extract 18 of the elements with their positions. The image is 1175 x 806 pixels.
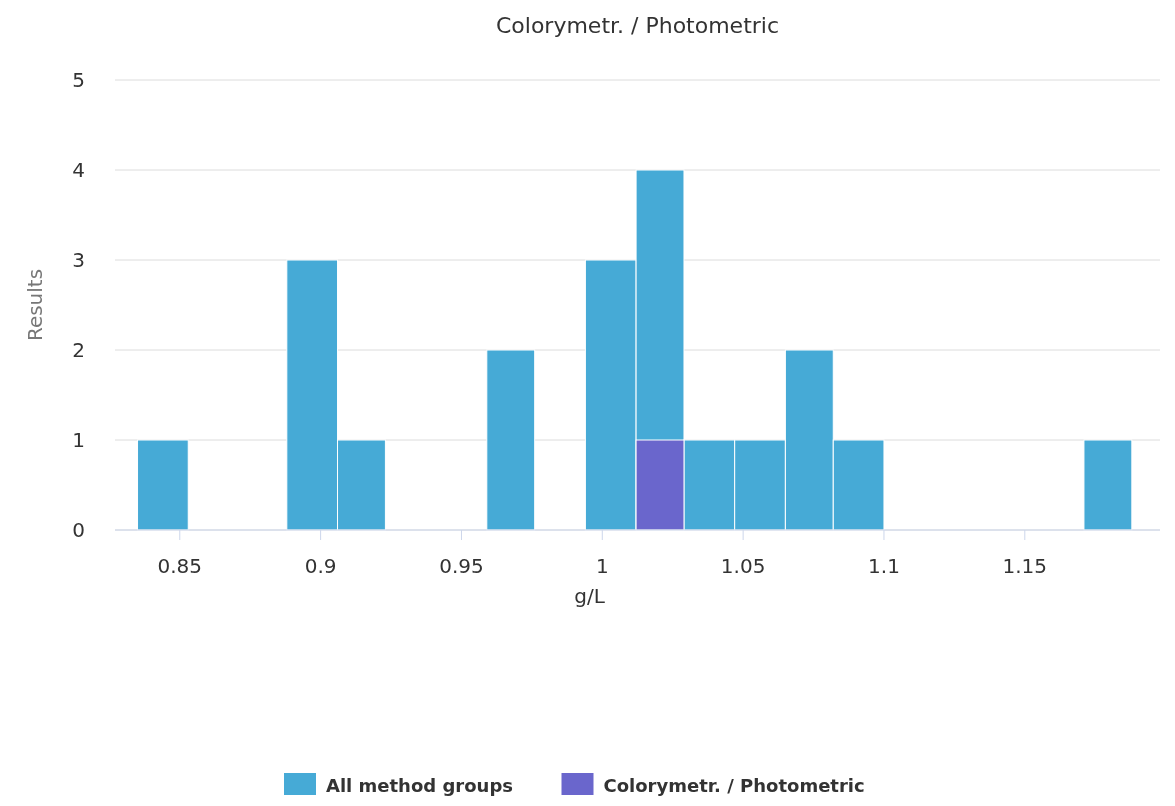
x-tick-label: 1.05 bbox=[720, 554, 766, 578]
y-tick-label: 5 bbox=[72, 68, 85, 92]
y-tick-label: 3 bbox=[72, 248, 85, 272]
x-tick-label: 0.95 bbox=[439, 554, 484, 578]
y-tick-label: 4 bbox=[72, 158, 85, 182]
y-axis-title: Results bbox=[23, 268, 47, 342]
x-axis-title: g/L bbox=[574, 584, 606, 608]
x-tick-label: 0.9 bbox=[304, 554, 337, 578]
x-tick-label: 1.15 bbox=[1002, 554, 1048, 578]
y-tick-label: 1 bbox=[72, 428, 85, 452]
x-tick-label: 0.85 bbox=[157, 554, 203, 578]
y-tick-label: 0 bbox=[72, 518, 85, 542]
x-tick-label: 1.1 bbox=[868, 554, 900, 578]
y-tick-label: 2 bbox=[72, 338, 85, 362]
x-tick-label: 1 bbox=[595, 554, 609, 578]
legend-label: Colorymetr. / Photometric bbox=[603, 775, 865, 796]
chart-title: Colorymetr. / Photometric bbox=[495, 13, 780, 38]
legend-label: All method groups bbox=[326, 775, 513, 796]
